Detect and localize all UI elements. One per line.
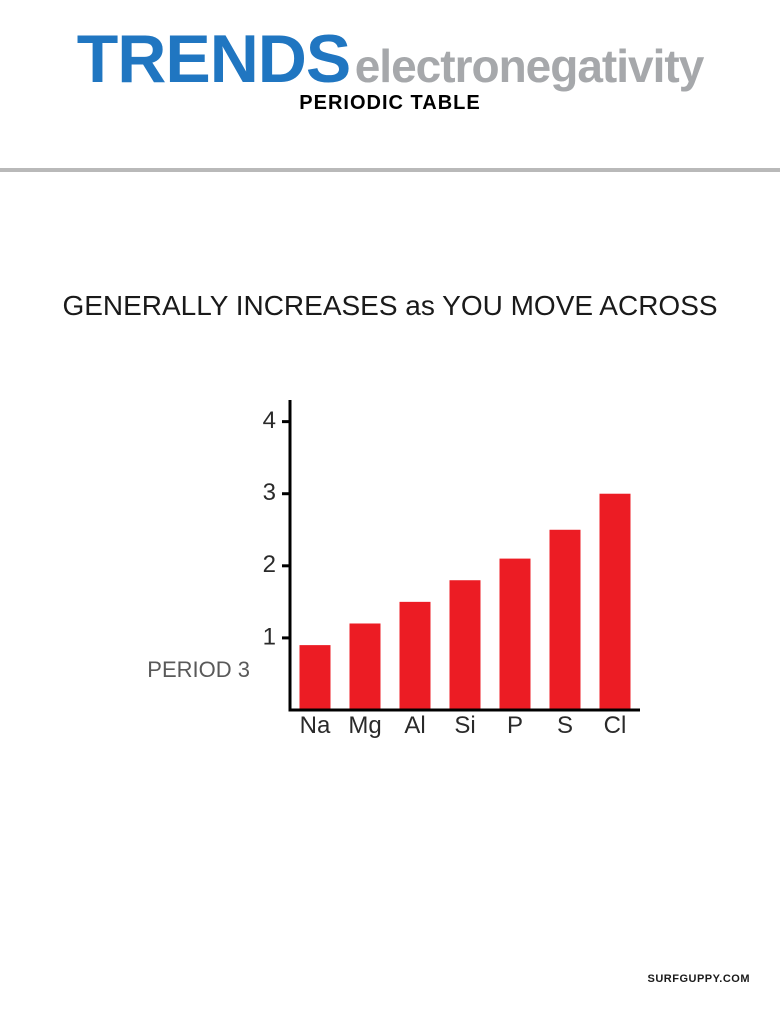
y-tick-label: 2 [263, 551, 276, 578]
bar [550, 530, 581, 710]
divider [0, 168, 780, 172]
footer-credit: SURFGUPPY.COM [648, 973, 750, 985]
x-tick-label: P [507, 712, 523, 739]
x-tick-label: Si [454, 712, 475, 739]
x-tick-label: Al [404, 712, 425, 739]
bar [600, 494, 631, 710]
header-title-right: electronegativity [355, 40, 704, 92]
bar [300, 645, 331, 710]
bar [450, 580, 481, 710]
bar [350, 623, 381, 710]
x-tick-label: Na [300, 712, 331, 739]
y-tick-label: 4 [263, 407, 276, 434]
header-title-left: TRENDS [77, 21, 351, 97]
x-tick-label: Mg [348, 712, 381, 739]
chart-title: GENERALLY INCREASES as YOU MOVE ACROSS [0, 290, 780, 322]
header-title-line: TRENDS electronegativity [0, 20, 780, 98]
x-tick-label: S [557, 712, 573, 739]
y-tick-label: 3 [263, 479, 276, 506]
page: TRENDS electronegativity PERIODIC TABLE … [0, 0, 780, 1009]
y-tick-label: 1 [263, 623, 276, 650]
page-header: TRENDS electronegativity PERIODIC TABLE [0, 20, 780, 115]
bar-chart: 1 2 3 4 Na Mg Al Si P S Cl [250, 390, 650, 746]
x-tick-label: Cl [604, 712, 627, 739]
bar [500, 559, 531, 710]
bar [400, 602, 431, 710]
period-label: PERIOD 3 [130, 657, 250, 683]
